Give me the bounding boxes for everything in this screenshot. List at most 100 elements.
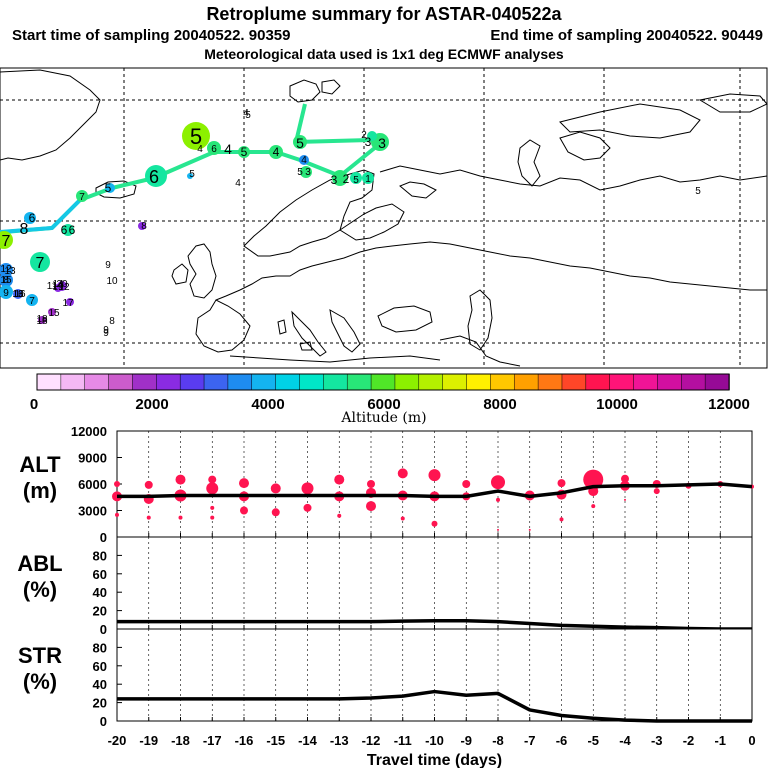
plume-time-label: 16 [14, 289, 26, 300]
plume-time-label: 9 [3, 288, 9, 299]
colorbar-cell [657, 373, 683, 391]
plume-time-label: 19 [52, 282, 64, 293]
altitude-cluster-dot [428, 469, 441, 482]
plume-marker [0, 273, 13, 287]
colorbar-cell [299, 373, 325, 391]
x-tick-label: -10 [425, 733, 444, 748]
altitude-cluster-dot [431, 520, 438, 527]
plume-time-label: 14 [52, 279, 64, 290]
plume-time-label: 18 [36, 316, 48, 327]
colorbar-cell [370, 373, 396, 391]
y-tick-label: 40 [93, 677, 107, 692]
plume-time-label: 8 [20, 221, 29, 238]
series-line-alt [117, 482, 753, 499]
plume-time-label: 12 [0, 264, 12, 275]
plume-marker [38, 316, 46, 324]
altitude-cluster-dot [583, 469, 604, 490]
plume-marker [187, 173, 193, 179]
plume-marker [207, 141, 221, 155]
altitude-cluster-dot [178, 515, 183, 520]
colorbar-cell [394, 373, 420, 391]
colorbar-cell [179, 373, 205, 391]
plume-time-label: 11 [47, 281, 58, 292]
plume-time-label: 5 [190, 124, 202, 149]
plume-time-label: 6 [211, 144, 217, 155]
plume-time-label: 6 [149, 167, 159, 187]
plume-time-label: 7 [29, 296, 35, 307]
plume-time-label: 6 [29, 211, 36, 225]
x-tick-label: -19 [139, 733, 158, 748]
colorbar-cell [490, 373, 515, 391]
colorbar-cell [346, 373, 372, 391]
x-tick-label: -14 [298, 733, 318, 748]
x-tick-label: -9 [460, 733, 472, 748]
plume-time-label: 9 [105, 260, 111, 271]
panel-alt: 12000 9000 6000 3000 0 ALT(m) [19, 424, 754, 545]
plume-time-label: 12 [58, 282, 70, 293]
y-tick-label: 60 [93, 659, 107, 674]
y-tick-label: 40 [93, 585, 107, 600]
colorbar-tick-label: 8000 [483, 396, 516, 413]
colorbar-cell [156, 373, 181, 391]
x-tick-label: 0 [748, 733, 755, 748]
plume-time-label: 3 [331, 173, 338, 187]
plume-marker [182, 122, 210, 150]
plume-marker [138, 222, 146, 230]
colorbar-cell [251, 373, 277, 391]
altitude-cluster-dot [144, 480, 153, 489]
colorbar-tick-label: 6000 [367, 396, 400, 413]
plume-marker [0, 231, 13, 249]
panel-ylabel: ABL [17, 551, 62, 576]
colorbar-cell [60, 373, 86, 391]
plume-time-label: 7 [79, 192, 85, 203]
altitude-cluster-dot [559, 517, 564, 522]
y-tick-label: 20 [93, 604, 107, 619]
altitude-cluster-dot [366, 501, 376, 512]
time-series-panels: 120009000600030000ALT(m)806040200ABL(%)8… [17, 424, 755, 768]
y-tick-label: 6000 [78, 477, 107, 492]
plume-marker [145, 165, 167, 187]
panel-ylabel-unit: (%) [23, 577, 57, 602]
colorbar-cell [681, 373, 706, 391]
y-tick-label: 80 [93, 640, 107, 655]
plume-marker [24, 212, 36, 224]
panel-ylabel: ALT [19, 452, 61, 477]
plume-time-label: 8 [109, 316, 115, 327]
colorbar-cell [132, 373, 158, 391]
plume-marker [66, 298, 74, 306]
x-tick-label: -20 [108, 733, 127, 748]
plume-time-label: 5 [105, 181, 112, 195]
colorbar-cell [633, 373, 659, 391]
colorbar-cell [466, 373, 492, 391]
altitude-cluster-dot [270, 483, 281, 494]
plume-time-label: 5 [296, 135, 304, 151]
altitude-cluster-dot [397, 468, 408, 479]
x-tick-label: -8 [492, 733, 504, 748]
altitude-cluster-dot [557, 479, 566, 488]
plume-time-label: 3 [378, 135, 386, 151]
colorbar-cell [585, 373, 611, 391]
plume-marker [362, 172, 374, 184]
altitude-cluster-dot [239, 478, 249, 489]
colorbar-cell [704, 373, 730, 391]
colorbar-cell [418, 373, 444, 391]
altitude-colorbar: 0 2000 4000 6000 8000 10000 12000 Altitude (m) [30, 373, 750, 426]
colorbar-tick-label: 0 [30, 396, 38, 413]
plume-time-label: 18 [36, 314, 48, 325]
colorbar-cell [561, 373, 587, 391]
plume-marker [54, 284, 62, 292]
plume-marker [300, 166, 312, 178]
plume-time-label: 17 [62, 298, 74, 309]
series-line-str [117, 689, 752, 723]
plume-time-label: 8 [141, 221, 147, 232]
plume-marker [76, 190, 88, 202]
plume-marker [0, 285, 13, 299]
plume-time-label: 15 [48, 308, 60, 319]
altitude-cluster-dot [334, 474, 345, 485]
x-tick-label: -5 [587, 733, 599, 748]
end-time-label: End time of sampling 20040522. 90449 [490, 27, 763, 44]
plume-time-label: 15 [0, 275, 12, 286]
altitude-cluster-dot [462, 480, 471, 488]
